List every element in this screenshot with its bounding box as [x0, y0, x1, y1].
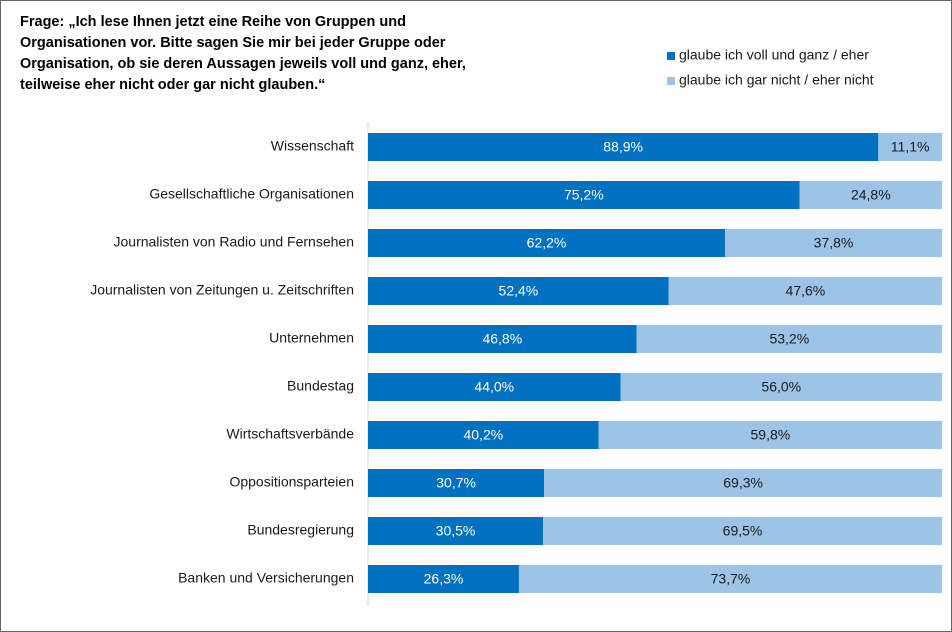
- chart-title: Organisationen vor. Bitte sagen Sie mir …: [20, 35, 446, 51]
- legend-label: glaube ich gar nicht / eher nicht: [679, 72, 874, 88]
- value-label: 37,8%: [814, 235, 854, 251]
- bar-segment: [799, 181, 942, 209]
- value-label: 59,8%: [751, 427, 791, 443]
- category-label: Journalisten von Zeitungen u. Zeitschrif…: [90, 282, 354, 298]
- legend-label: glaube ich voll und ganz / eher: [679, 47, 869, 63]
- bar-segment: [725, 229, 942, 257]
- value-label: 52,4%: [499, 283, 539, 299]
- category-label: Bundestag: [287, 378, 354, 394]
- value-label: 62,2%: [527, 235, 567, 251]
- value-label: 44,0%: [474, 379, 514, 395]
- bar-segment: [368, 373, 621, 401]
- bar-segment: [544, 469, 942, 497]
- chart-title: Frage: „Ich lese Ihnen jetzt eine Reihe …: [20, 14, 406, 30]
- bar-segment: [368, 133, 879, 161]
- bar-segment: [368, 517, 544, 545]
- category-label: Wirtschaftsverbände: [226, 426, 354, 442]
- bar-segment: [620, 373, 942, 401]
- legend-swatch: [667, 77, 675, 85]
- bar-segment: [598, 421, 942, 449]
- value-label: 53,2%: [769, 331, 809, 347]
- bar-segment: [543, 517, 942, 545]
- chart-title: Organisation, ob sie deren Aussagen jewe…: [20, 56, 466, 72]
- bar-segment: [368, 277, 669, 305]
- value-label: 47,6%: [786, 283, 826, 299]
- category-label: Unternehmen: [269, 330, 354, 346]
- value-label: 46,8%: [482, 331, 522, 347]
- value-label: 26,3%: [424, 571, 464, 587]
- value-label: 24,8%: [851, 187, 891, 203]
- value-label: 40,2%: [464, 427, 504, 443]
- value-label: 75,2%: [564, 187, 604, 203]
- bar-segment: [518, 565, 942, 593]
- legend-swatch: [667, 52, 675, 60]
- value-label: 30,7%: [436, 475, 476, 491]
- value-label: 69,3%: [723, 475, 763, 491]
- category-label: Gesellschaftliche Organisationen: [149, 186, 354, 202]
- value-label: 11,1%: [891, 139, 930, 155]
- value-label: 30,5%: [436, 523, 476, 539]
- bar-segment: [368, 181, 800, 209]
- bar-segment: [368, 325, 637, 353]
- value-label: 69,5%: [723, 523, 763, 539]
- value-label: 56,0%: [761, 379, 801, 395]
- bar-segment: [368, 421, 599, 449]
- category-label: Journalisten von Radio und Fernsehen: [114, 234, 355, 250]
- value-label: 88,9%: [603, 139, 643, 155]
- bar-segment: [368, 469, 545, 497]
- category-label: Banken und Versicherungen: [178, 570, 354, 586]
- bar-segment: [636, 325, 942, 353]
- bar-segment: [368, 565, 519, 593]
- bar-segment: [668, 277, 942, 305]
- chart-title: teilweise eher nicht oder gar nicht glau…: [20, 77, 325, 93]
- category-label: Bundesregierung: [247, 522, 354, 538]
- bar-segment: [878, 133, 942, 161]
- category-label: Wissenschaft: [271, 138, 354, 154]
- category-label: Oppositionsparteien: [229, 474, 354, 490]
- bar-segment: [368, 229, 726, 257]
- value-label: 73,7%: [711, 571, 751, 587]
